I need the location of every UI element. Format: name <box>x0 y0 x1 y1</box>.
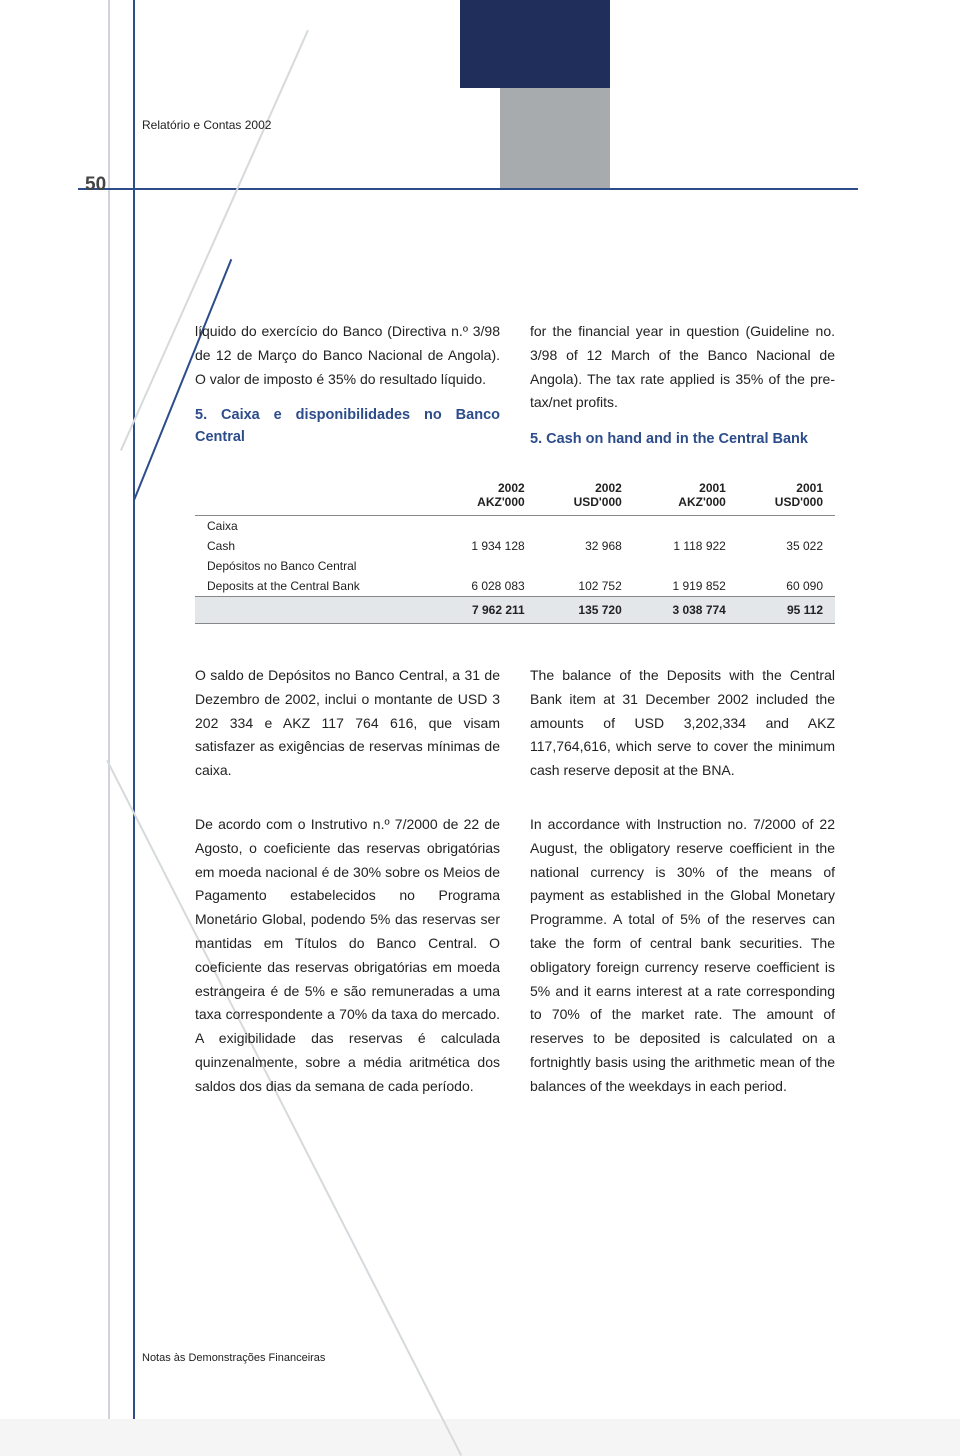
cell: 102 752 <box>537 576 634 597</box>
cash-table: 2002AKZ'000 2002USD'000 2001AKZ'000 2001… <box>195 475 835 624</box>
total-cell: 7 962 211 <box>433 596 537 623</box>
cell <box>738 556 835 576</box>
cell: 60 090 <box>738 576 835 597</box>
table-total-row: 7 962 211 135 720 3 038 774 95 112 <box>195 596 835 623</box>
cell: 1 118 922 <box>634 536 738 556</box>
horizontal-rule-blue <box>78 188 858 190</box>
para2-en: In accordance with Instruction no. 7/200… <box>530 813 835 1099</box>
table-header: 2002USD'000 <box>537 475 634 516</box>
para2-pt: De acordo com o Instrutivo n.º 7/2000 de… <box>195 813 500 1099</box>
page: Relatório e Contas 2002 50 líquido do ex… <box>0 0 960 1419</box>
th-l2: AKZ'000 <box>477 495 525 509</box>
total-cell: 95 112 <box>738 596 835 623</box>
vertical-rule-gray <box>108 0 110 1419</box>
intro-en: for the financial year in question (Guid… <box>530 320 835 451</box>
table-header: 2001AKZ'000 <box>634 475 738 516</box>
footer-text: Notas às Demonstrações Financeiras <box>142 1352 325 1364</box>
gray-accent-box <box>500 88 610 188</box>
cell <box>433 556 537 576</box>
cell <box>634 556 738 576</box>
section5-title-pt: 5. Caixa e disponibilidades no Banco Cen… <box>195 405 500 449</box>
page-number: 50 <box>85 174 106 196</box>
cell <box>537 556 634 576</box>
cell <box>738 515 835 536</box>
para1-pt: O saldo de Depósitos no Banco Central, a… <box>195 664 500 783</box>
cell <box>537 515 634 536</box>
table-header-row: 2002AKZ'000 2002USD'000 2001AKZ'000 2001… <box>195 475 835 516</box>
table-row: Cash 1 934 128 32 968 1 118 922 35 022 <box>195 536 835 556</box>
intro-columns: líquido do exercício do Banco (Directiva… <box>195 320 835 451</box>
cell <box>634 515 738 536</box>
cell: 32 968 <box>537 536 634 556</box>
table-header-empty <box>195 475 433 516</box>
navy-header-bar <box>460 0 610 88</box>
th-l1: 2001 <box>796 481 823 495</box>
para2-columns: De acordo com o Instrutivo n.º 7/2000 de… <box>195 813 835 1099</box>
cell: 35 022 <box>738 536 835 556</box>
lower-paragraphs: O saldo de Depósitos no Banco Central, a… <box>195 664 835 1099</box>
section5-title-en: 5. Cash on hand and in the Central Bank <box>530 429 835 451</box>
th-l1: 2001 <box>699 481 726 495</box>
table-header: 2001USD'000 <box>738 475 835 516</box>
th-l1: 2002 <box>595 481 622 495</box>
row-label-en: Deposits at the Central Bank <box>195 576 433 597</box>
table-row: Depósitos no Banco Central <box>195 556 835 576</box>
cell <box>433 515 537 536</box>
intro-pt: líquido do exercício do Banco (Directiva… <box>195 320 500 451</box>
header-title: Relatório e Contas 2002 <box>142 118 271 132</box>
cell: 1 934 128 <box>433 536 537 556</box>
th-l2: AKZ'000 <box>678 495 726 509</box>
th-l2: USD'000 <box>775 495 823 509</box>
th-l1: 2002 <box>498 481 525 495</box>
intro-en-text: for the financial year in question (Guid… <box>530 320 835 415</box>
row-label-en: Cash <box>195 536 433 556</box>
table-wrapper: 2002AKZ'000 2002USD'000 2001AKZ'000 2001… <box>195 475 835 624</box>
content-area: líquido do exercício do Banco (Directiva… <box>195 320 835 1128</box>
row-label-pt: Depósitos no Banco Central <box>195 556 433 576</box>
total-cell: 135 720 <box>537 596 634 623</box>
cell: 6 028 083 <box>433 576 537 597</box>
total-label <box>195 596 433 623</box>
para1-en: The balance of the Deposits with the Cen… <box>530 664 835 783</box>
vertical-rule-blue <box>133 0 135 1419</box>
th-l2: USD'000 <box>574 495 622 509</box>
cell: 1 919 852 <box>634 576 738 597</box>
table-header: 2002AKZ'000 <box>433 475 537 516</box>
total-cell: 3 038 774 <box>634 596 738 623</box>
table-row: Caixa <box>195 515 835 536</box>
row-label-pt: Caixa <box>195 515 433 536</box>
intro-pt-text: líquido do exercício do Banco (Directiva… <box>195 320 500 391</box>
para1-columns: O saldo de Depósitos no Banco Central, a… <box>195 664 835 783</box>
table-row: Deposits at the Central Bank 6 028 083 1… <box>195 576 835 597</box>
